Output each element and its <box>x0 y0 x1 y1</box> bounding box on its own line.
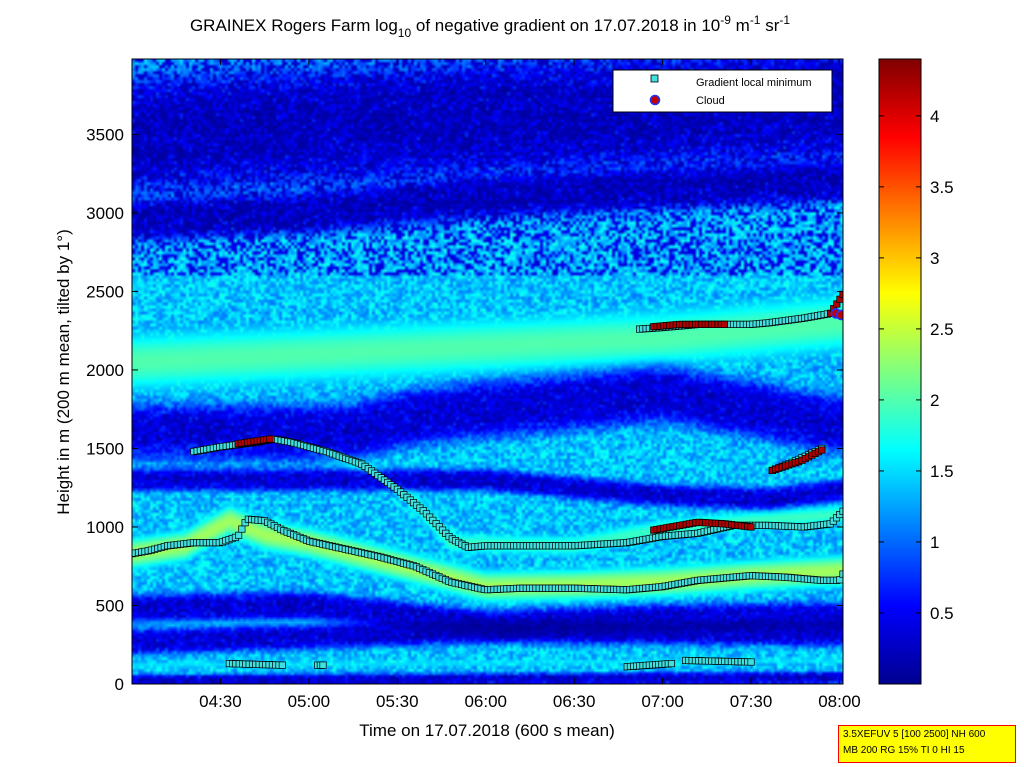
colorbar-tick-label: 3.5 <box>930 178 954 197</box>
x-tick-label: 05:00 <box>288 692 331 711</box>
legend: Gradient local minimum Cloud <box>612 69 833 113</box>
title-part4: sr <box>760 16 779 35</box>
colorbar-tick-label: 4 <box>930 107 939 126</box>
colorbar-gradient <box>878 58 922 685</box>
marker-layer <box>132 291 843 671</box>
title-sup3: -1 <box>779 13 790 27</box>
gradient-minimum-point <box>278 661 286 669</box>
gradient-minimum-point <box>235 531 243 539</box>
gradient-minimum-point <box>747 658 755 666</box>
legend-box <box>612 69 833 113</box>
cloud-series-point <box>720 320 729 328</box>
x-tick-label: 06:30 <box>553 692 596 711</box>
y-tick-label: 2000 <box>86 361 124 380</box>
colorbar-tick-label: 1 <box>930 533 939 552</box>
title-part1: GRAINEX Rogers Farm log <box>190 16 398 35</box>
colorbar: 0.5 1 1.5 2 2.5 3 3.5 4 <box>878 58 954 685</box>
y-tick-label: 2500 <box>86 282 124 301</box>
legend-cloud-label: Cloud <box>696 95 725 107</box>
x-axis-label: Time on 17.07.2018 (600 s mean) <box>359 721 614 740</box>
y-tick-label: 1500 <box>86 439 124 458</box>
colorbar-tick-label: 2.5 <box>930 320 954 339</box>
y-tick-label: 0 <box>115 675 124 694</box>
chart-title: GRAINEX Rogers Farm log10 of negative gr… <box>190 13 790 40</box>
cloud-series-point <box>266 435 274 443</box>
x-tick-label: 07:30 <box>730 692 773 711</box>
legend-gradient-minimum-label: Gradient local minimum <box>696 77 812 89</box>
title-sup2: -1 <box>750 13 761 27</box>
y-tick-label: 500 <box>96 596 124 615</box>
cloud-series-point <box>747 523 755 531</box>
legend-cloud-marker <box>649 94 661 106</box>
y-tick-label: 3500 <box>86 125 124 144</box>
legend-gradient-minimum-marker <box>650 74 659 83</box>
x-tick-label: 07:00 <box>641 692 684 711</box>
info-line-2: MB 200 RG 15% TI 0 HI 15 <box>843 745 965 756</box>
colorbar-tick-label: 3 <box>930 249 939 268</box>
colorbar-tick-label: 1.5 <box>930 462 954 481</box>
info-box: 3.5XEFUV 5 [100 2500] NH 600 MB 200 RG 1… <box>838 725 1016 763</box>
title-part2: of negative gradient on 17.07.2018 in 10 <box>411 16 720 35</box>
x-axis: 04:30 05:00 05:30 06:00 06:30 07:00 07:30 08:00 <box>199 59 861 711</box>
gradient-minimum-point <box>667 660 675 668</box>
y-axis: 0 500 1000 1500 2000 2500 3000 3500 <box>86 125 843 694</box>
cloud-point <box>835 309 843 321</box>
colorbar-tick-label: 0.5 <box>930 604 954 623</box>
info-line-1: 3.5XEFUV 5 [100 2500] NH 600 <box>843 729 986 740</box>
colorbar-tick-label: 2 <box>930 391 939 410</box>
gradient-minimum-point <box>238 525 246 533</box>
x-tick-label: 06:00 <box>464 692 507 711</box>
cloud-series-point <box>818 446 826 454</box>
title-part3: m <box>731 16 750 35</box>
x-tick-label: 08:00 <box>818 692 861 711</box>
title-sup1: -9 <box>720 13 731 27</box>
y-axis-label: Height in m (200 m mean, tilted by 1°) <box>54 229 73 515</box>
y-tick-label: 3000 <box>86 204 124 223</box>
plot-area: 04:30 05:00 05:30 06:00 06:30 07:00 07:30 08:00… <box>86 58 861 711</box>
gradient-minimum-point <box>319 661 327 669</box>
y-tick-label: 1000 <box>86 518 124 537</box>
x-tick-label: 04:30 <box>199 692 242 711</box>
plot-frame <box>131 58 844 685</box>
title-sub: 10 <box>398 26 412 40</box>
x-tick-label: 05:30 <box>376 692 419 711</box>
colorbar-ticks: 0.5 1 1.5 2 2.5 3 3.5 4 <box>879 107 954 623</box>
